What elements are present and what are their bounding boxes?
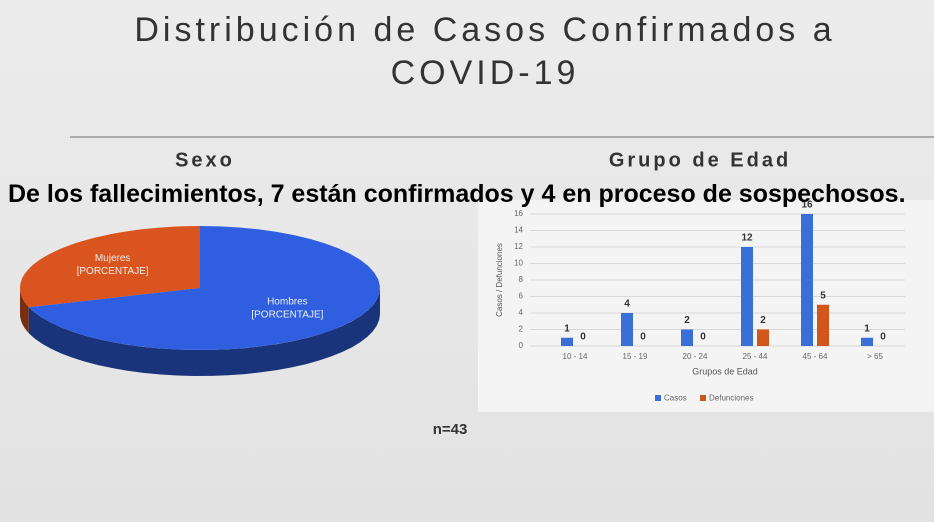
value-label: 1: [564, 323, 570, 334]
value-label: 12: [741, 233, 753, 244]
value-label: 0: [580, 332, 586, 343]
chart: Distribución de Casos Confirmados a COVI…: [0, 0, 934, 522]
y-tick-label: 12: [514, 242, 523, 251]
note: n=43: [433, 421, 468, 438]
x-tick-label: 15 - 19: [623, 352, 648, 361]
y-tick-label: 2: [519, 325, 524, 334]
x-tick-label: 45 - 64: [803, 352, 828, 361]
bar: [561, 338, 573, 346]
legend-swatch: [700, 395, 706, 401]
y-tick-label: 6: [519, 292, 524, 301]
value-label: 1: [864, 323, 870, 334]
legend-label: Defunciones: [709, 394, 753, 403]
bar: [741, 247, 753, 346]
x-tick-label: > 65: [867, 352, 883, 361]
bar: [621, 313, 633, 346]
slice-value-label: [PORCENTAJE]: [251, 310, 323, 321]
value-label: 0: [880, 332, 886, 343]
x-axis-label: Grupos de Edad: [692, 366, 758, 376]
bar: [757, 330, 769, 347]
bar: [817, 305, 829, 346]
x-tick-label: 25 - 44: [743, 352, 768, 361]
bar: [681, 330, 693, 347]
x-tick-label: 20 - 24: [683, 352, 708, 361]
caption: De los fallecimientos, 7 están confirmad…: [8, 176, 934, 213]
value-label: 0: [700, 332, 706, 343]
value-label: 0: [640, 332, 646, 343]
chart-area: [478, 200, 934, 412]
y-tick-label: 8: [519, 275, 524, 284]
chart-title: Sexo: [175, 149, 235, 171]
legend-label: Casos: [664, 394, 687, 403]
slice-label: Mujeres: [95, 253, 131, 264]
y-tick-label: 4: [519, 308, 524, 317]
y-axis-label: Casos / Defunciones: [495, 243, 504, 317]
value-label: 5: [820, 290, 826, 301]
y-tick-label: 0: [519, 341, 524, 350]
slide-title: Distribución de Casos Confirmados a: [134, 11, 835, 49]
slice-label: Hombres: [267, 297, 308, 308]
legend-swatch: [655, 395, 661, 401]
slide-title: COVID-19: [391, 54, 580, 92]
slide: Distribución de Casos Confirmados a COVI…: [0, 0, 934, 522]
y-tick-label: 14: [514, 226, 523, 235]
value-label: 2: [684, 315, 690, 326]
x-tick-label: 10 - 14: [563, 352, 588, 361]
chart-title: Grupo de Edad: [609, 149, 791, 171]
slice-value-label: [PORCENTAJE]: [77, 266, 149, 277]
bar: [861, 338, 873, 346]
bar: [801, 214, 813, 346]
y-tick-label: 10: [514, 259, 523, 268]
value-label: 2: [760, 315, 766, 326]
value-label: 4: [624, 299, 630, 310]
